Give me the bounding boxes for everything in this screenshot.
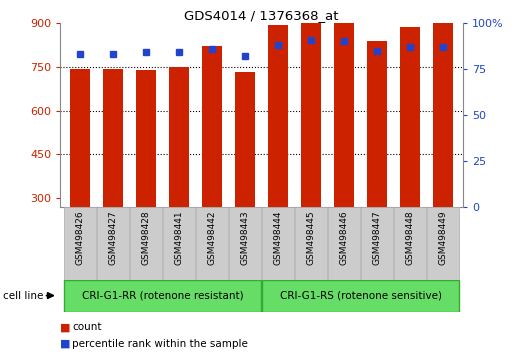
- Text: CRI-G1-RS (rotenone sensitive): CRI-G1-RS (rotenone sensitive): [279, 291, 441, 301]
- Text: GSM498442: GSM498442: [208, 211, 217, 265]
- Bar: [262, 207, 294, 280]
- Bar: [262, 280, 459, 312]
- Text: GSM498443: GSM498443: [241, 211, 249, 266]
- Bar: [394, 207, 426, 280]
- Bar: [64, 280, 262, 312]
- Bar: [328, 207, 360, 280]
- Text: GSM498449: GSM498449: [439, 211, 448, 266]
- Bar: [103, 69, 123, 207]
- Text: CRI-G1-RR (rotenone resistant): CRI-G1-RR (rotenone resistant): [82, 291, 243, 301]
- Bar: [229, 207, 262, 280]
- Text: GSM498448: GSM498448: [405, 211, 415, 266]
- Text: cell line: cell line: [3, 291, 43, 301]
- Text: count: count: [72, 322, 101, 332]
- Bar: [136, 70, 156, 207]
- Text: GSM498444: GSM498444: [274, 211, 282, 265]
- Text: GSM498427: GSM498427: [108, 211, 118, 266]
- Bar: [196, 207, 229, 280]
- Text: GSM498445: GSM498445: [306, 211, 315, 266]
- Bar: [301, 0, 321, 207]
- Bar: [294, 207, 327, 280]
- Text: GSM498426: GSM498426: [75, 211, 84, 266]
- Bar: [268, 25, 288, 207]
- Text: GSM498446: GSM498446: [339, 211, 348, 266]
- Bar: [400, 27, 420, 207]
- Bar: [169, 67, 189, 207]
- Bar: [433, 22, 453, 207]
- Bar: [361, 207, 393, 280]
- Text: ■: ■: [60, 339, 71, 349]
- Bar: [334, 16, 354, 207]
- Bar: [235, 72, 255, 207]
- Text: GSM498428: GSM498428: [141, 211, 151, 266]
- Text: GSM498447: GSM498447: [372, 211, 382, 266]
- Text: ■: ■: [60, 322, 71, 332]
- Bar: [70, 69, 90, 207]
- Bar: [427, 207, 459, 280]
- Bar: [64, 207, 96, 280]
- Text: GSM498441: GSM498441: [175, 211, 184, 266]
- Bar: [97, 207, 129, 280]
- Bar: [202, 46, 222, 207]
- Bar: [367, 41, 387, 207]
- Text: GDS4014 / 1376368_at: GDS4014 / 1376368_at: [184, 9, 339, 22]
- Bar: [163, 207, 195, 280]
- Bar: [130, 207, 162, 280]
- Text: percentile rank within the sample: percentile rank within the sample: [72, 339, 248, 349]
